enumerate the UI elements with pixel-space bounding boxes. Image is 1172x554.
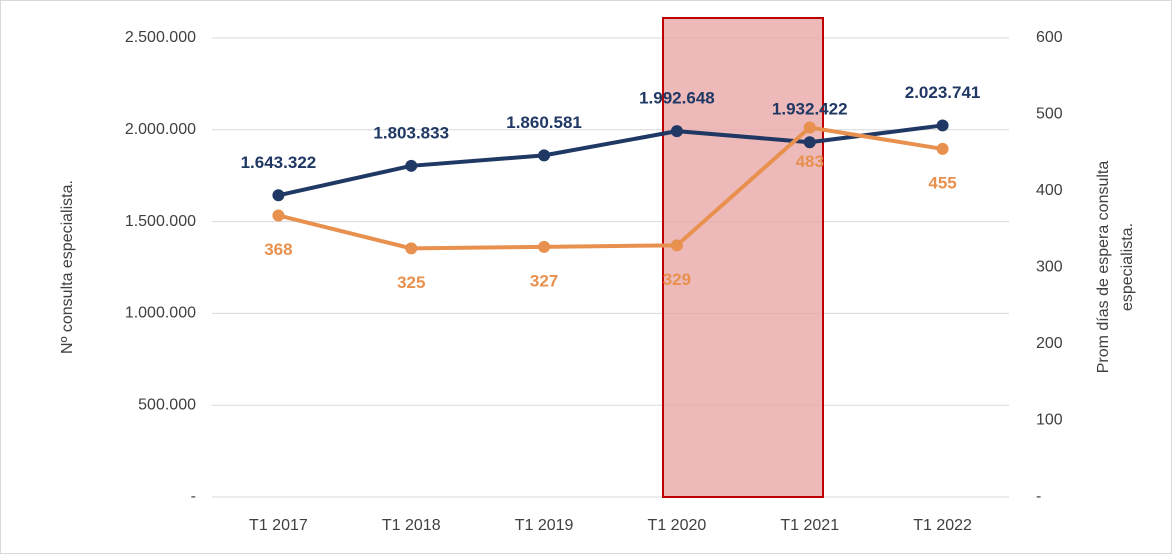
data-label: 1.860.581 (506, 113, 582, 132)
y-tick-label: 2.500.000 (125, 29, 196, 46)
x-tick-label: T1 2019 (515, 517, 574, 534)
data-label: 325 (397, 273, 425, 292)
grid (212, 37, 1009, 498)
data-point (803, 121, 816, 134)
y2-tick-label: 100 (1036, 412, 1063, 429)
data-label: 1.803.833 (373, 123, 449, 142)
x-tick-label: T1 2017 (249, 517, 308, 534)
data-label: 483 (796, 152, 824, 171)
data-point (272, 209, 285, 222)
data-label: 1.992.648 (639, 89, 715, 108)
series-line (277, 125, 943, 251)
y-tick-label: 1.500.000 (125, 213, 196, 230)
data-label: 1.643.322 (241, 153, 317, 172)
data-point (405, 242, 418, 255)
data-label: 327 (530, 271, 558, 290)
data-point (936, 142, 949, 155)
data-label: 368 (264, 240, 292, 259)
y2-tick-label: - (1036, 488, 1041, 505)
data-point (538, 149, 551, 162)
data-point (670, 125, 683, 138)
data-point (936, 119, 949, 132)
data-point (803, 136, 816, 149)
data-label: 1.932.422 (772, 100, 848, 119)
x-tick-label: T1 2018 (382, 517, 441, 534)
y2-axis-title: especialista. (1119, 223, 1136, 311)
y2-tick-label: 500 (1036, 106, 1063, 123)
data-point (670, 239, 683, 252)
data-point (272, 189, 285, 202)
data-point (405, 159, 418, 172)
series-line (277, 123, 943, 198)
x-tick-label: T1 2021 (780, 517, 839, 534)
data-point (538, 240, 551, 253)
highlight-box (662, 17, 824, 498)
y-tick-label: 1.000.000 (125, 305, 196, 322)
data-label: 2.023.741 (905, 83, 981, 102)
x-tick-label: T1 2022 (913, 517, 972, 534)
y2-tick-label: 300 (1036, 259, 1063, 276)
data-label: 329 (663, 270, 691, 289)
data-label: 455 (928, 173, 956, 192)
y2-axis-title: Prom días de espera consulta (1095, 161, 1112, 374)
y2-tick-label: 200 (1036, 335, 1063, 352)
y-tick-label: - (191, 488, 196, 505)
y2-tick-label: 400 (1036, 182, 1063, 199)
y-tick-label: 2.000.000 (125, 121, 196, 138)
y-tick-label: 500.000 (138, 396, 196, 413)
y2-tick-label: 600 (1036, 29, 1063, 46)
y-axis-title: Nº consulta especialista. (59, 180, 76, 354)
x-tick-label: T1 2020 (648, 517, 707, 534)
